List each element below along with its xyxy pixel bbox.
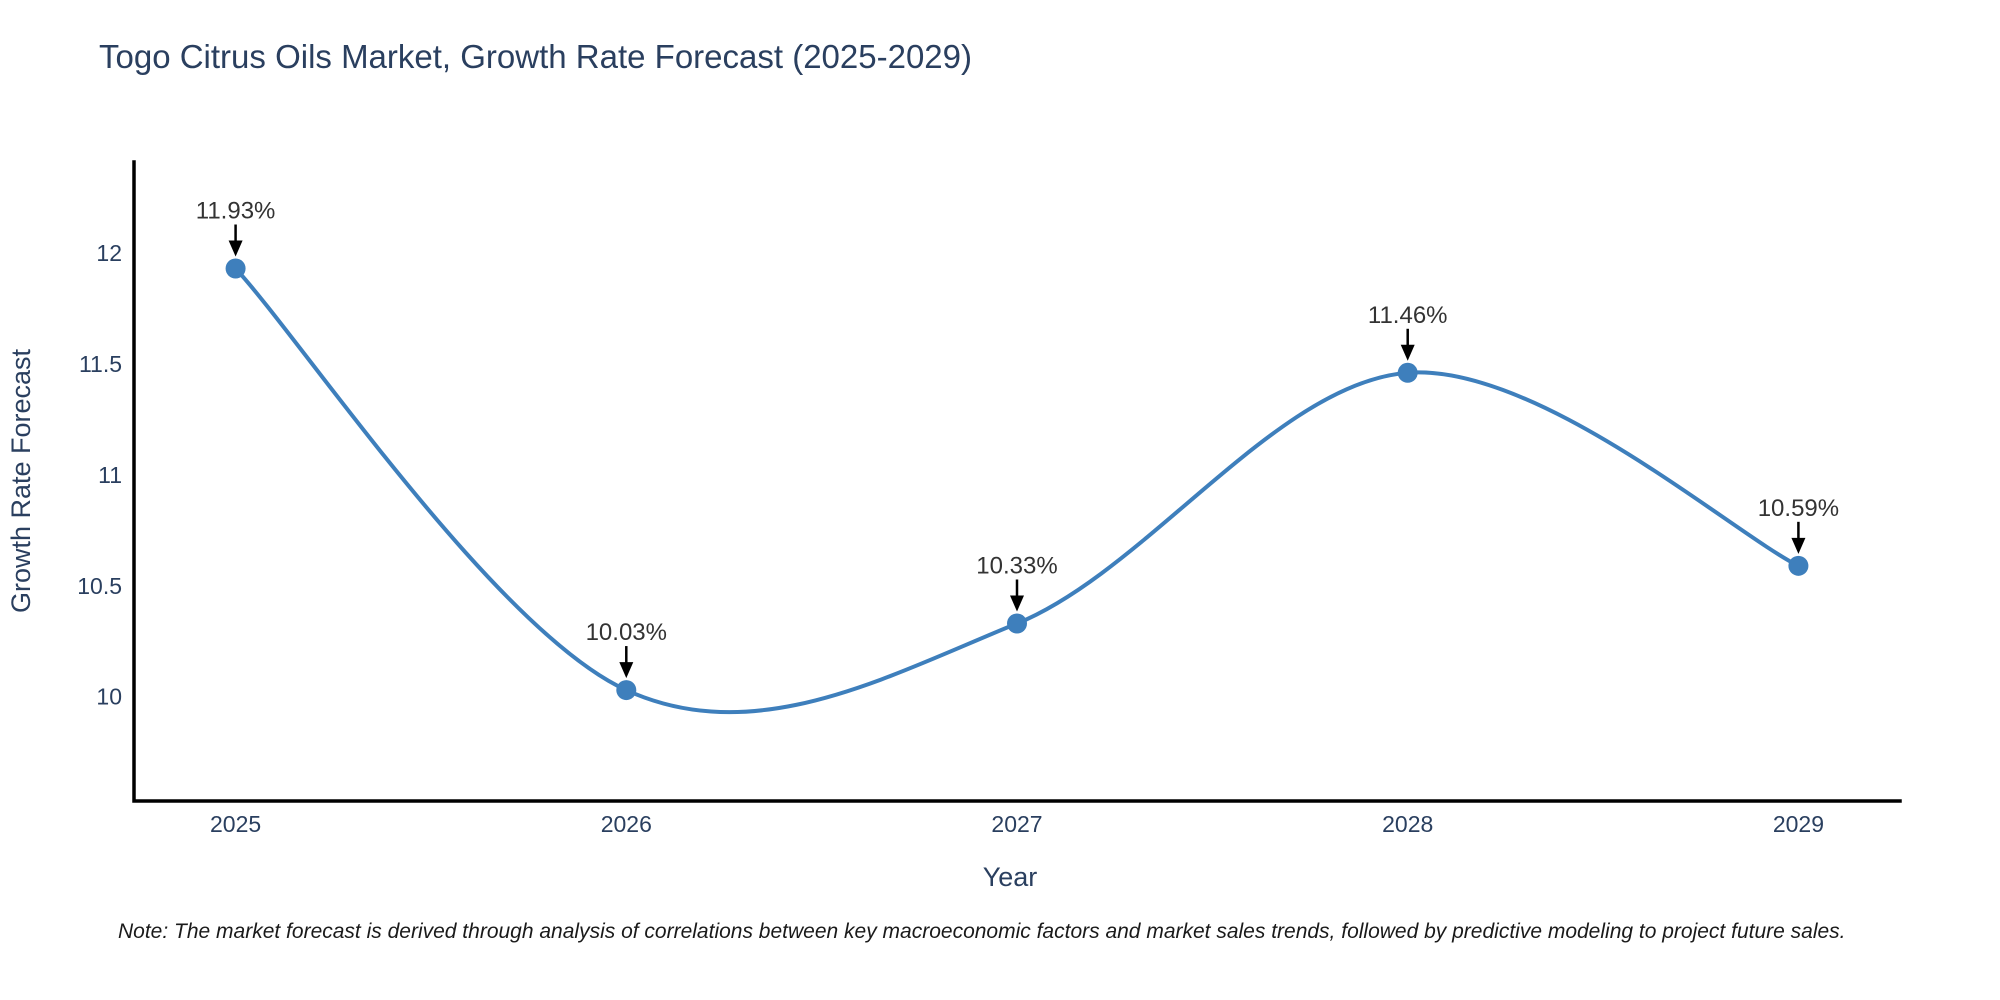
annotation-label: 10.33% <box>976 553 1057 580</box>
annotation-arrowhead-icon <box>1791 537 1806 554</box>
y-axis-title: Growth Rate Forecast <box>6 348 36 613</box>
annotation-label: 10.59% <box>1758 495 1839 522</box>
y-tick-label: 10.5 <box>77 573 122 599</box>
data-point-marker[interactable] <box>616 680 637 701</box>
y-tick-label: 11.5 <box>79 351 122 377</box>
annotations-layer: 11.93% 10.03% 10.33% 11.46% 10.59% <box>196 198 1839 679</box>
data-point-marker[interactable] <box>1788 555 1809 576</box>
data-point-marker[interactable] <box>225 258 246 279</box>
annotation-arrowhead-icon <box>228 240 243 257</box>
y-tick-label: 11 <box>98 462 122 488</box>
annotation-arrowhead-icon <box>1400 344 1415 361</box>
annotation-label: 10.03% <box>586 619 667 646</box>
series-layer <box>225 258 1809 714</box>
x-tick-label: 2025 <box>210 811 261 837</box>
y-tick-label: 10 <box>96 684 122 710</box>
trend-line <box>233 266 1801 714</box>
x-tick-label: 2028 <box>1382 811 1433 837</box>
y-tick-label: 12 <box>96 240 122 266</box>
tick-labels-layer: 10 10.5 11 11.5 12 2025 2026 2027 2028 2029 <box>77 240 1824 837</box>
annotation-arrowhead-icon <box>1010 595 1024 612</box>
annotation-label: 11.93% <box>196 198 276 225</box>
x-tick-label: 2027 <box>991 811 1042 837</box>
footnote: Note: The market forecast is derived thr… <box>118 920 1846 943</box>
axis-lines <box>132 160 1902 803</box>
data-point-marker[interactable] <box>1397 362 1418 383</box>
x-axis-title: Year <box>983 862 1038 892</box>
x-tick-label: 2029 <box>1773 811 1824 837</box>
x-tick-label: 2026 <box>601 811 652 837</box>
chart-title: Togo Citrus Oils Market, Growth Rate For… <box>99 38 973 75</box>
annotation-label: 11.46% <box>1368 302 1448 329</box>
data-point-marker[interactable] <box>1007 613 1027 634</box>
annotation-arrowhead-icon <box>619 662 634 679</box>
